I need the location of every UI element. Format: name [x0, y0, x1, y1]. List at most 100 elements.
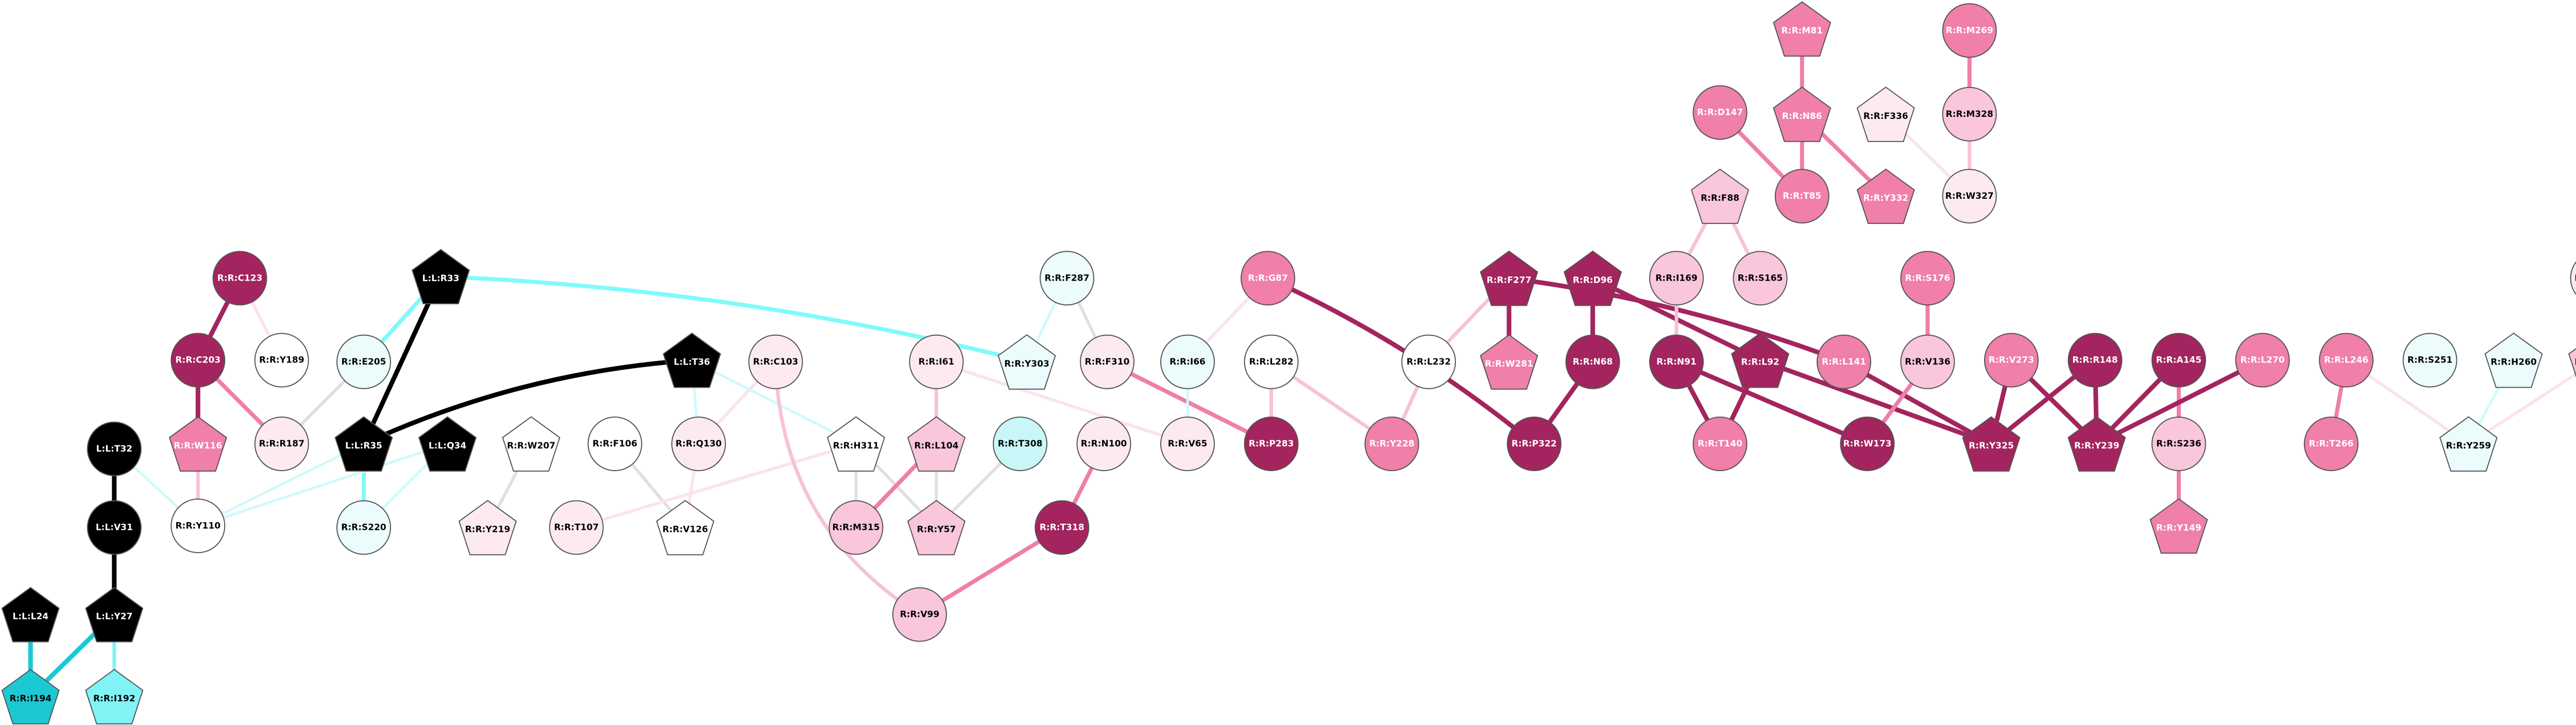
- node-pentagon: [1480, 250, 1538, 306]
- node-label: L:L:T36: [674, 357, 710, 368]
- node-circle: [1401, 334, 1456, 389]
- node: R:R:R263: [2568, 348, 2576, 378]
- node-label: R:R:V273: [1989, 355, 2034, 366]
- node-pentagon: [334, 416, 393, 472]
- node: R:R:I194: [1, 669, 60, 724]
- node-label: R:R:G87: [1248, 273, 1287, 283]
- node-circle: [2151, 417, 2206, 471]
- node-label: R:R:M315: [832, 523, 879, 533]
- node-pentagon: [1690, 168, 1750, 224]
- node-label: L:L:Y27: [96, 612, 132, 622]
- edge: [1106, 360, 1273, 446]
- edge: [2095, 358, 2264, 446]
- node-label: R:R:L141: [1822, 357, 1866, 367]
- node-label: R:R:Y219: [465, 525, 511, 535]
- edge: [691, 359, 857, 445]
- node-circle: [1984, 333, 2039, 388]
- node-label: R:R:L246: [2324, 355, 2368, 366]
- node-label: R:R:I169: [1655, 273, 1698, 283]
- node-circle: [1942, 3, 1997, 58]
- node-label: R:R:R148: [2072, 355, 2117, 366]
- node: L:L:Q34: [418, 416, 477, 472]
- node: R:R:M269: [1942, 3, 1997, 58]
- node-circle: [2319, 333, 2374, 388]
- node: R:R:Y110: [171, 498, 226, 554]
- node: R:R:S165: [1733, 251, 1788, 306]
- node-circle: [1817, 334, 1871, 389]
- node-label: R:R:Y259: [2446, 441, 2491, 451]
- node: R:R:N68: [1565, 334, 1620, 389]
- node-circle: [2067, 333, 2123, 388]
- node: L:L:R33: [411, 249, 470, 304]
- node-pentagon: [1856, 87, 1915, 142]
- node: R:R:W281: [1480, 334, 1538, 390]
- node-label: R:R:F336: [1863, 111, 1908, 122]
- node: L:L:T36: [663, 332, 721, 388]
- node-label: R:R:L270: [2240, 355, 2284, 366]
- edge: [936, 360, 1188, 445]
- node-circle: [87, 421, 142, 476]
- node-label: R:R:L104: [914, 441, 958, 451]
- node: R:R:D147: [1692, 85, 1748, 140]
- node: R:R:F277: [1480, 250, 1538, 306]
- node-pentagon: [656, 499, 715, 556]
- node-pentagon: [1731, 332, 1790, 388]
- edge: [1759, 358, 1992, 446]
- node-label: R:R:Y228: [1369, 439, 1415, 449]
- node-circle: [1244, 417, 1299, 471]
- node-pentagon: [1, 669, 60, 724]
- node-label: R:R:C103: [753, 357, 799, 367]
- node-pentagon: [663, 332, 721, 388]
- node: R:R:L282: [1244, 334, 1299, 389]
- node-pentagon: [907, 416, 966, 472]
- node: L:L:T32: [87, 421, 142, 476]
- node-label: R:R:F106: [592, 439, 637, 449]
- node-label: R:R:P322: [1512, 439, 1557, 449]
- edge: [575, 442, 857, 529]
- node: R:R:T85: [1774, 169, 1829, 223]
- node-circle: [1692, 417, 1748, 471]
- node-circle: [171, 498, 226, 554]
- node-label: R:R:Y57: [917, 525, 956, 535]
- node-label: R:R:I194: [9, 694, 52, 704]
- node-circle: [1241, 251, 1295, 306]
- node-label: R:R:T85: [1783, 191, 1821, 201]
- node-circle: [1649, 251, 1704, 306]
- node-pentagon: [1, 586, 60, 643]
- node-pentagon: [907, 499, 966, 556]
- node-label: R:R:I61: [919, 357, 955, 367]
- node-label: R:R:Q130: [675, 439, 722, 449]
- node-label: R:R:C123: [217, 273, 263, 283]
- node: R:R:T266: [2303, 417, 2359, 471]
- node-label: R:R:Y239: [2074, 441, 2120, 451]
- node-label: R:R:V136: [1905, 357, 1950, 367]
- node-label: R:R:Y332: [1863, 193, 1908, 203]
- node: R:R:M315: [828, 500, 884, 555]
- node-pentagon: [1773, 87, 1832, 142]
- node: R:R:L232: [1401, 334, 1456, 389]
- node-label: R:R:L282: [1249, 357, 1293, 367]
- node-label: R:R:W281: [1485, 359, 1533, 369]
- node-label: R:R:E205: [342, 357, 386, 367]
- node-label: R:R:V126: [663, 525, 708, 535]
- node-label: L:L:R35: [345, 441, 382, 451]
- node-pentagon: [1563, 250, 1622, 306]
- node-pentagon: [168, 416, 227, 472]
- node: R:R:R148: [2067, 333, 2123, 388]
- node: R:R:P322: [1506, 417, 1562, 471]
- node-circle: [1040, 251, 1094, 306]
- node-label: R:R:S236: [2156, 439, 2201, 449]
- node-pentagon: [418, 416, 477, 472]
- edge: [774, 361, 921, 616]
- node-label: R:R:I192: [93, 694, 135, 704]
- edge: [1842, 359, 1993, 446]
- node-pentagon: [411, 249, 470, 304]
- node: R:R:N86: [1773, 87, 1832, 142]
- node-pentagon: [826, 416, 886, 472]
- node: R:R:W116: [168, 416, 227, 472]
- node-label: R:R:V99: [900, 610, 940, 620]
- node: R:R:L141: [1817, 334, 1871, 389]
- node: R:R:I61: [909, 334, 964, 389]
- node-circle: [671, 417, 726, 471]
- node-label: R:R:Y325: [1969, 441, 2014, 451]
